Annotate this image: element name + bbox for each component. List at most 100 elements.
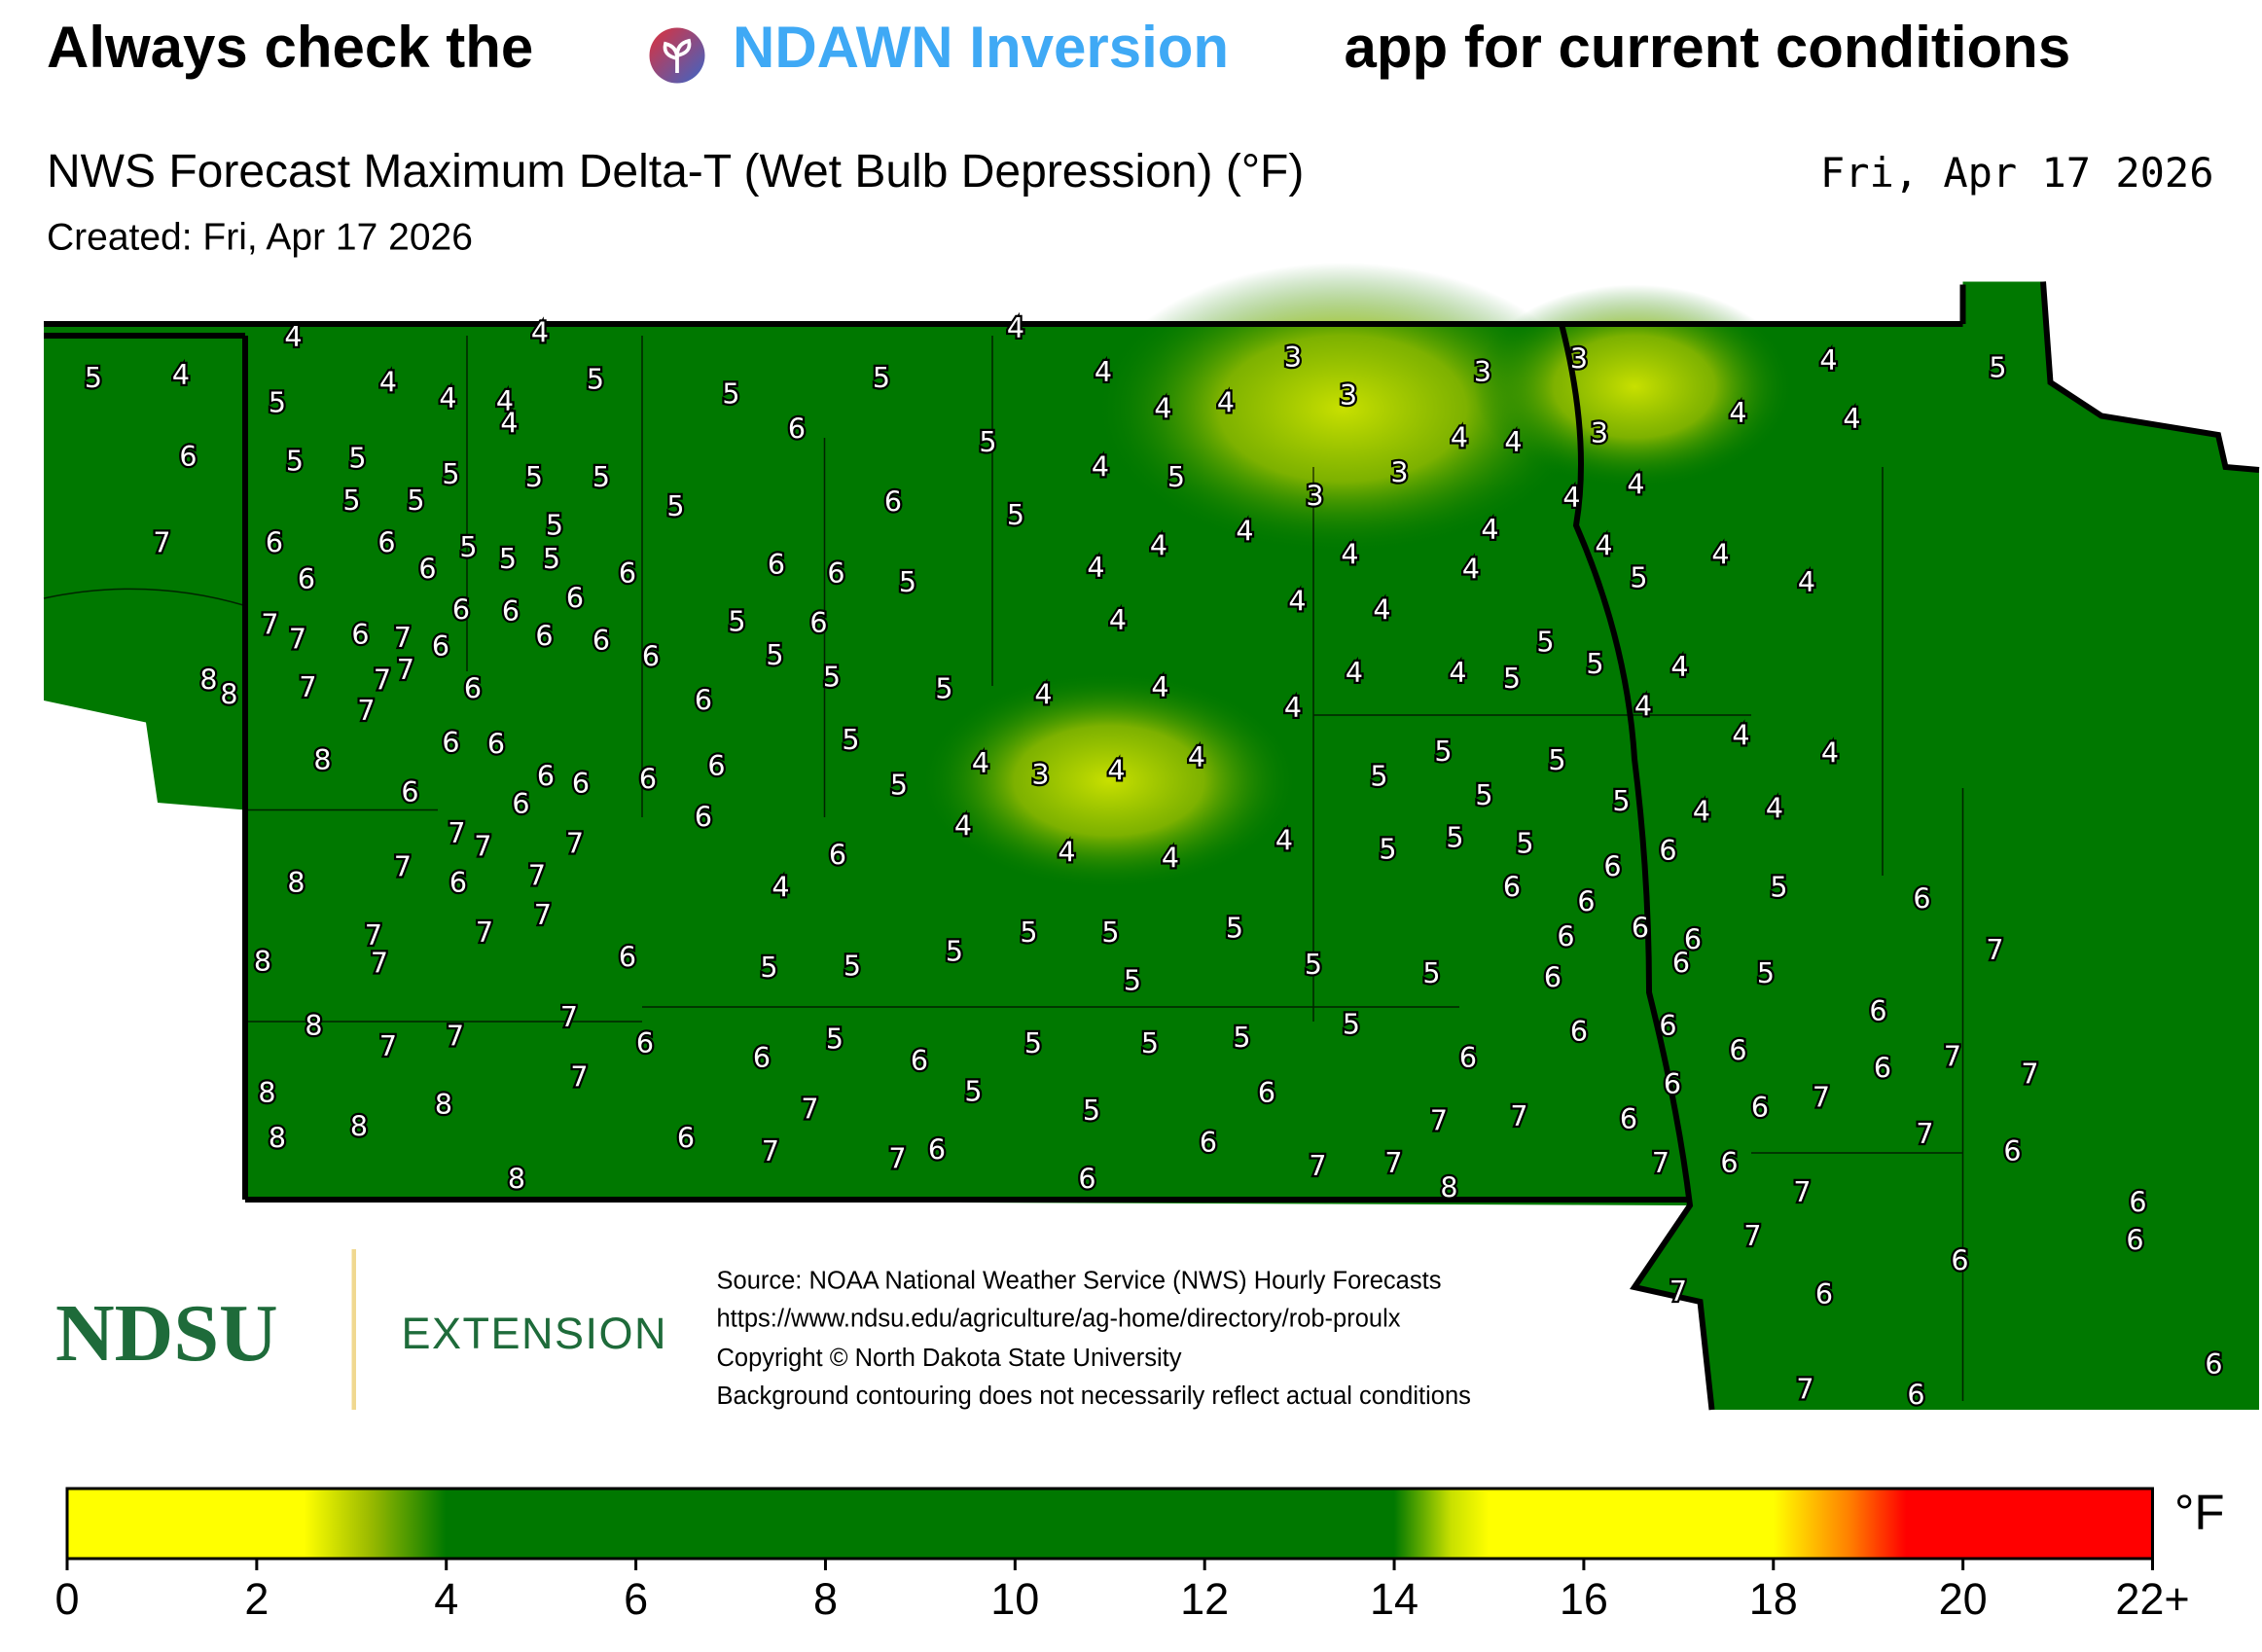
value-label: 5 <box>899 566 916 598</box>
value-label: 4 <box>1284 692 1302 724</box>
value-label: 7 <box>448 817 465 849</box>
canada-border <box>2040 281 2260 473</box>
value-label: 7 <box>1670 1275 1687 1308</box>
value-label: 5 <box>1101 916 1119 949</box>
tick-label: 0 <box>54 1574 79 1624</box>
value-label: 7 <box>371 948 388 980</box>
date: Fri, Apr 17 2026 <box>1820 149 2214 197</box>
value-label: 6 <box>1659 835 1676 867</box>
colorbar <box>65 1487 2154 1561</box>
value-label: 4 <box>1150 530 1167 562</box>
value-label: 6 <box>768 549 785 581</box>
value-label: 6 <box>512 788 529 820</box>
value-label: 6 <box>266 527 283 559</box>
tick-label: 6 <box>624 1574 648 1624</box>
value-label: 6 <box>377 527 395 559</box>
value-label: 4 <box>1236 516 1253 548</box>
value-label: 5 <box>1370 761 1387 793</box>
value-label: 7 <box>1652 1147 1670 1179</box>
value-label: 5 <box>269 387 286 419</box>
value-label: 6 <box>179 441 197 473</box>
value-label: 4 <box>1449 657 1466 689</box>
value-label: 6 <box>636 1027 654 1059</box>
value-label: 7 <box>447 1021 464 1053</box>
value-label: 5 <box>525 461 543 493</box>
tick-label: 22+ <box>2115 1574 2189 1624</box>
value-label: 5 <box>348 443 366 475</box>
value-label: 7 <box>762 1135 779 1167</box>
value-label: 5 <box>760 952 777 984</box>
colorbar-unit: °F <box>2174 1485 2225 1540</box>
value-label: 7 <box>153 527 170 559</box>
value-label: 5 <box>1007 499 1024 531</box>
value-label: 5 <box>1630 562 1647 594</box>
value-label: 3 <box>1306 481 1323 513</box>
value-label: 4 <box>1346 657 1363 689</box>
value-label: 5 <box>935 673 952 705</box>
value-label: 5 <box>1446 822 1463 854</box>
logo-unit: EXTENSION <box>402 1309 668 1358</box>
value-label: 6 <box>1815 1278 1833 1311</box>
value-label: 7 <box>289 624 306 656</box>
value-label: 4 <box>1670 651 1688 683</box>
value-label: 4 <box>1819 344 1837 377</box>
title-link[interactable]: NDAWN Inversion <box>733 15 1229 80</box>
value-label: 3 <box>1031 759 1049 791</box>
value-label: 4 <box>1095 356 1112 388</box>
value-label: 6 <box>1913 883 1930 916</box>
value-label: 5 <box>1083 1095 1100 1127</box>
value-label: 3 <box>1474 356 1491 388</box>
value-label: 4 <box>1154 393 1171 425</box>
value-label: 4 <box>1151 671 1168 703</box>
value-label: 6 <box>2205 1348 2222 1381</box>
value-label: 6 <box>449 867 467 899</box>
value-label: 6 <box>1577 886 1595 918</box>
value-label: 3 <box>1390 457 1408 489</box>
value-label: 5 <box>286 446 304 478</box>
value-label: 6 <box>1869 995 1886 1027</box>
value-label: 5 <box>823 662 841 694</box>
value-label: 5 <box>766 639 783 671</box>
value-label: 6 <box>351 619 369 651</box>
value-label: 6 <box>401 776 418 808</box>
value-label: 4 <box>172 359 190 391</box>
value-label: 6 <box>1557 921 1574 953</box>
value-label: 4 <box>1627 469 1644 501</box>
value-label: 5 <box>1422 957 1440 989</box>
value-label: 7 <box>1510 1100 1527 1132</box>
value-label: 8 <box>305 1010 322 1042</box>
value-label: 4 <box>531 317 549 349</box>
value-label: 6 <box>464 673 482 705</box>
value-label: 3 <box>1340 379 1357 412</box>
tick-label: 8 <box>813 1574 838 1624</box>
value-label: 4 <box>1087 552 1104 584</box>
value-label: 5 <box>1379 834 1396 866</box>
value-label: 5 <box>826 1024 844 1056</box>
value-label: 6 <box>1907 1380 1924 1412</box>
value-label: 6 <box>707 750 725 782</box>
contour <box>1095 263 1591 555</box>
value-label: 5 <box>342 485 360 517</box>
value-label: 6 <box>1544 962 1562 994</box>
value-label: 4 <box>1107 755 1125 787</box>
tick-label: 16 <box>1560 1574 1608 1624</box>
value-label: 5 <box>1516 828 1533 860</box>
value-label: 7 <box>476 916 493 949</box>
value-label: 4 <box>1373 594 1390 627</box>
value-label: 5 <box>1503 663 1521 695</box>
value-label: 5 <box>890 770 908 802</box>
source: Source: NOAA National Weather Service (N… <box>717 1268 1442 1295</box>
value-label: 4 <box>1595 530 1612 562</box>
value-label: 6 <box>1459 1042 1477 1074</box>
value-label: 6 <box>827 557 844 590</box>
source: Background contouring does not necessari… <box>717 1383 1471 1410</box>
value-label: 6 <box>1632 913 1649 945</box>
value-label: 4 <box>1341 539 1358 571</box>
value-label: 6 <box>1751 1092 1769 1124</box>
value-label: 4 <box>1462 554 1480 586</box>
subtitle: NWS Forecast Maximum Delta-T (Wet Bulb D… <box>47 146 1304 198</box>
value-label: 5 <box>666 490 684 522</box>
value-label: 5 <box>979 426 996 458</box>
value-label: 4 <box>1798 566 1815 598</box>
value-label: 6 <box>788 413 806 446</box>
